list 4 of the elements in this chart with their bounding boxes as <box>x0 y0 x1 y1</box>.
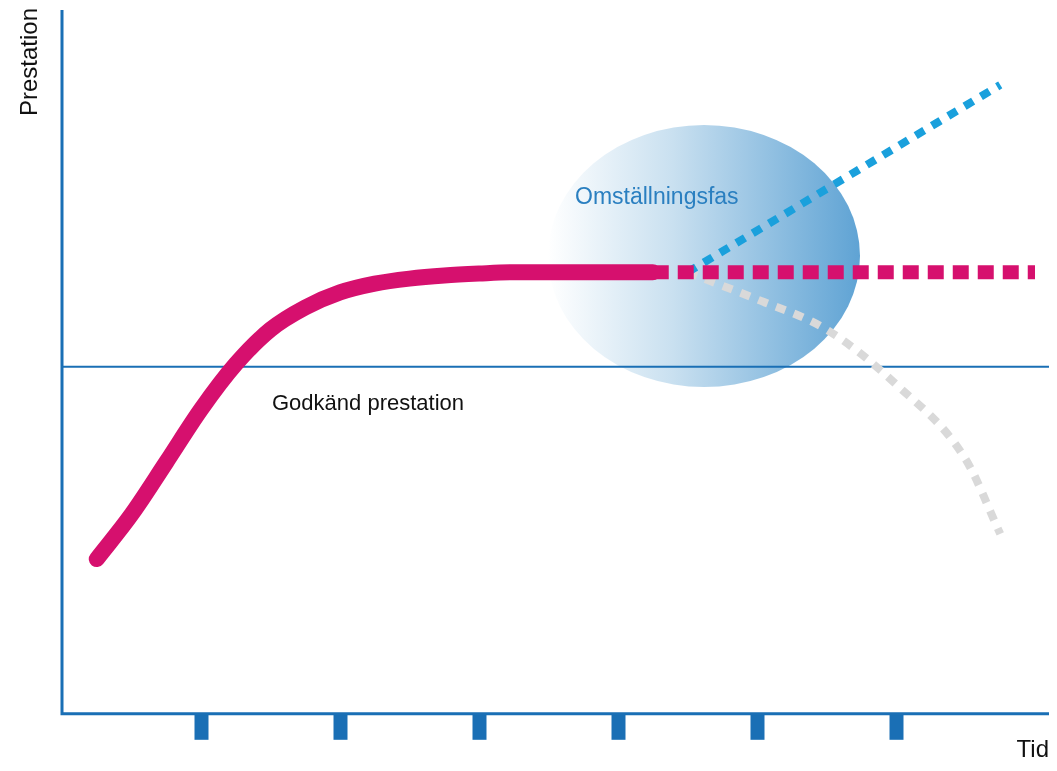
y-axis-title: Prestation <box>15 8 42 117</box>
ref-line-label: Godkänd prestation <box>272 389 465 415</box>
annotation: Omställningsfas <box>575 183 739 210</box>
x-axis-title: Tid <box>1016 735 1049 763</box>
